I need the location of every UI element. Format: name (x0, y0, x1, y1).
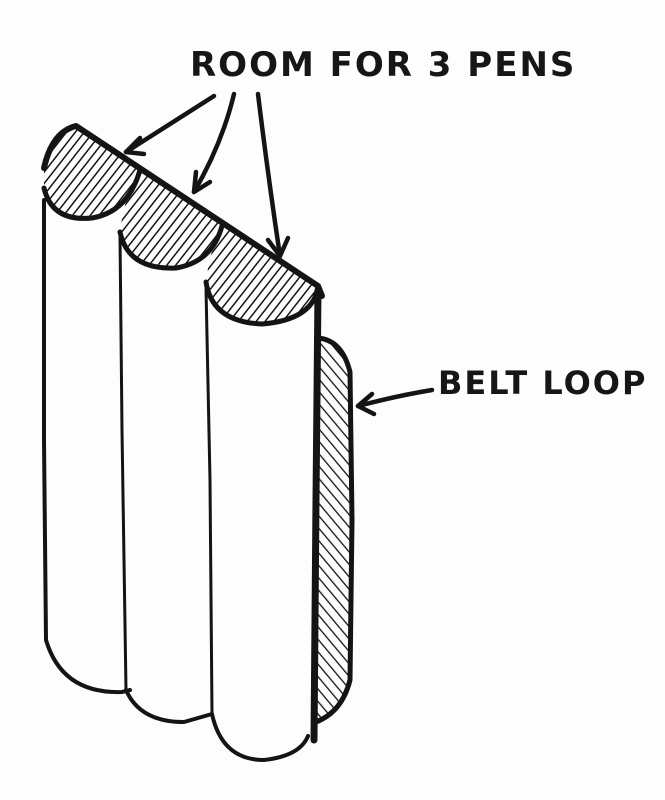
arrow-icon-pen-1 (123, 93, 217, 157)
pen-opening-3 (203, 226, 321, 327)
pen-opening-2 (117, 170, 225, 271)
pen-tube-2 (124, 286, 214, 724)
belt-loop-icon (313, 335, 355, 725)
pen-tube-3 (210, 286, 322, 762)
arrow-icon-belt (355, 387, 435, 417)
label-room-for-pens: ROOM FOR 3 PENS (190, 45, 576, 85)
label-belt-loop: BELT LOOP (438, 364, 647, 402)
arrow-icon-pen-3 (255, 91, 291, 259)
pen-tube-1 (42, 198, 132, 695)
arrow-icon-pen-2 (191, 91, 237, 195)
